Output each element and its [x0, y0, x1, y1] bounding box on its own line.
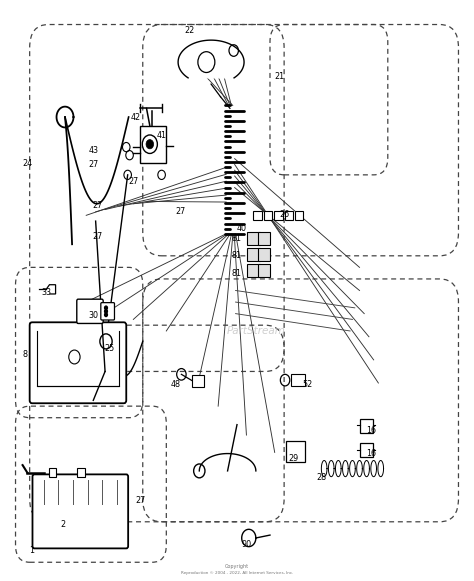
FancyBboxPatch shape [33, 474, 128, 548]
FancyBboxPatch shape [247, 232, 260, 245]
Text: 27: 27 [175, 207, 186, 216]
Text: 81: 81 [232, 252, 242, 260]
FancyBboxPatch shape [247, 248, 260, 261]
Text: 41: 41 [156, 131, 166, 140]
Text: 26: 26 [279, 210, 289, 218]
Text: 27: 27 [93, 201, 103, 210]
Circle shape [105, 306, 108, 310]
FancyBboxPatch shape [359, 419, 373, 433]
FancyBboxPatch shape [274, 211, 283, 220]
FancyBboxPatch shape [258, 264, 271, 277]
Text: 33: 33 [41, 288, 51, 297]
Text: 21: 21 [274, 72, 284, 81]
Text: 8: 8 [22, 350, 27, 358]
Text: 81: 81 [232, 234, 242, 243]
Text: 28: 28 [317, 473, 327, 482]
FancyBboxPatch shape [192, 375, 203, 387]
Text: 24: 24 [22, 159, 32, 168]
Text: 25: 25 [105, 344, 115, 353]
Text: 16: 16 [366, 426, 376, 435]
Text: Reproduction © 2004 - 2022, All Internet Services, Inc.: Reproduction © 2004 - 2022, All Internet… [181, 571, 293, 575]
FancyBboxPatch shape [264, 211, 273, 220]
FancyBboxPatch shape [101, 303, 115, 320]
Text: 27: 27 [88, 160, 99, 169]
Text: 81: 81 [232, 268, 242, 278]
Text: 40: 40 [237, 224, 246, 233]
Text: 90: 90 [241, 540, 252, 550]
FancyBboxPatch shape [291, 374, 305, 386]
Text: 27: 27 [93, 232, 103, 241]
FancyBboxPatch shape [30, 322, 126, 403]
FancyBboxPatch shape [284, 211, 293, 220]
Text: PartStream: PartStream [227, 326, 285, 336]
Text: 27: 27 [128, 177, 138, 187]
FancyBboxPatch shape [140, 125, 166, 163]
FancyBboxPatch shape [77, 299, 103, 324]
Text: 42: 42 [131, 113, 141, 121]
Circle shape [146, 139, 154, 149]
Text: 16: 16 [366, 449, 376, 458]
Circle shape [105, 310, 108, 313]
Text: 30: 30 [88, 311, 98, 320]
Polygon shape [178, 40, 244, 78]
FancyBboxPatch shape [49, 468, 56, 476]
FancyBboxPatch shape [77, 468, 85, 476]
Text: 27: 27 [135, 496, 146, 505]
Text: 48: 48 [171, 380, 181, 389]
Text: 1: 1 [29, 546, 35, 555]
FancyBboxPatch shape [295, 211, 303, 220]
Text: 43: 43 [88, 146, 98, 155]
Text: 2: 2 [60, 520, 65, 529]
Text: Copyright: Copyright [225, 564, 249, 569]
Text: 22: 22 [185, 26, 195, 35]
Text: 52: 52 [302, 380, 313, 389]
FancyBboxPatch shape [286, 441, 305, 462]
FancyBboxPatch shape [258, 232, 271, 245]
Circle shape [105, 313, 108, 317]
FancyBboxPatch shape [254, 211, 262, 220]
FancyBboxPatch shape [359, 443, 373, 457]
Text: 29: 29 [288, 454, 299, 462]
FancyBboxPatch shape [258, 248, 271, 261]
FancyBboxPatch shape [247, 264, 260, 277]
